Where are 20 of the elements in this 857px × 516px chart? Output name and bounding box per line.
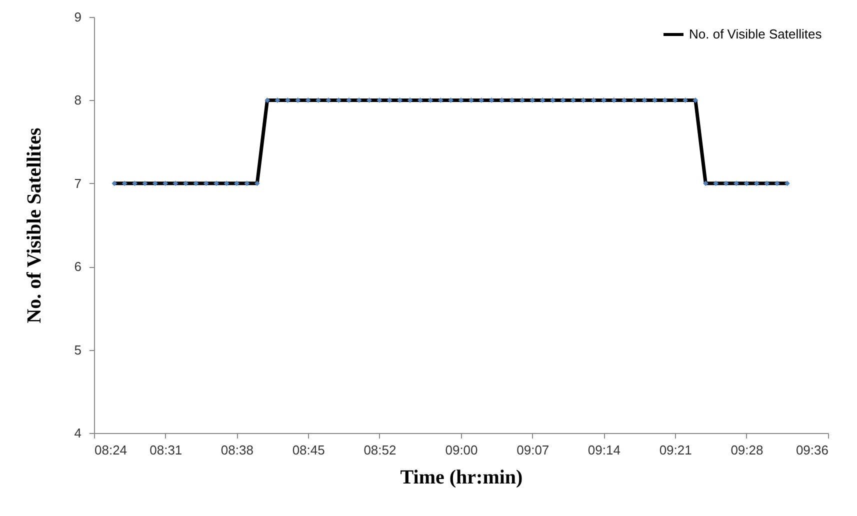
y-tick-label: 9: [74, 10, 82, 24]
x-tick-label: 09:07: [516, 442, 550, 458]
y-axis-title: No. of Visible Satellites: [23, 128, 46, 324]
y-tick-label: 5: [74, 342, 82, 358]
y-tick-label: 7: [74, 176, 82, 191]
x-tick-label: 08:31: [150, 442, 182, 458]
x-tick-label: 08:24: [94, 442, 128, 458]
x-tick-label: 09:28: [730, 442, 764, 458]
x-axis-title: Time (hr:min): [400, 466, 523, 488]
y-tick-label: 6: [74, 259, 82, 274]
x-tick-label: 09:00: [445, 442, 478, 458]
legend-label: No. of Visible Satellites: [689, 26, 822, 42]
x-tick-label: 09:14: [588, 442, 620, 458]
x-tick-label: 09:36: [796, 442, 828, 458]
y-tick-label: 8: [74, 92, 82, 108]
x-tick-label: 08:52: [364, 442, 396, 458]
x-tick-label: 08:38: [220, 442, 254, 458]
x-tick-label: 08:45: [292, 442, 325, 458]
x-tick-label: 09:21: [659, 442, 692, 458]
y-tick-label: 4: [74, 426, 82, 440]
